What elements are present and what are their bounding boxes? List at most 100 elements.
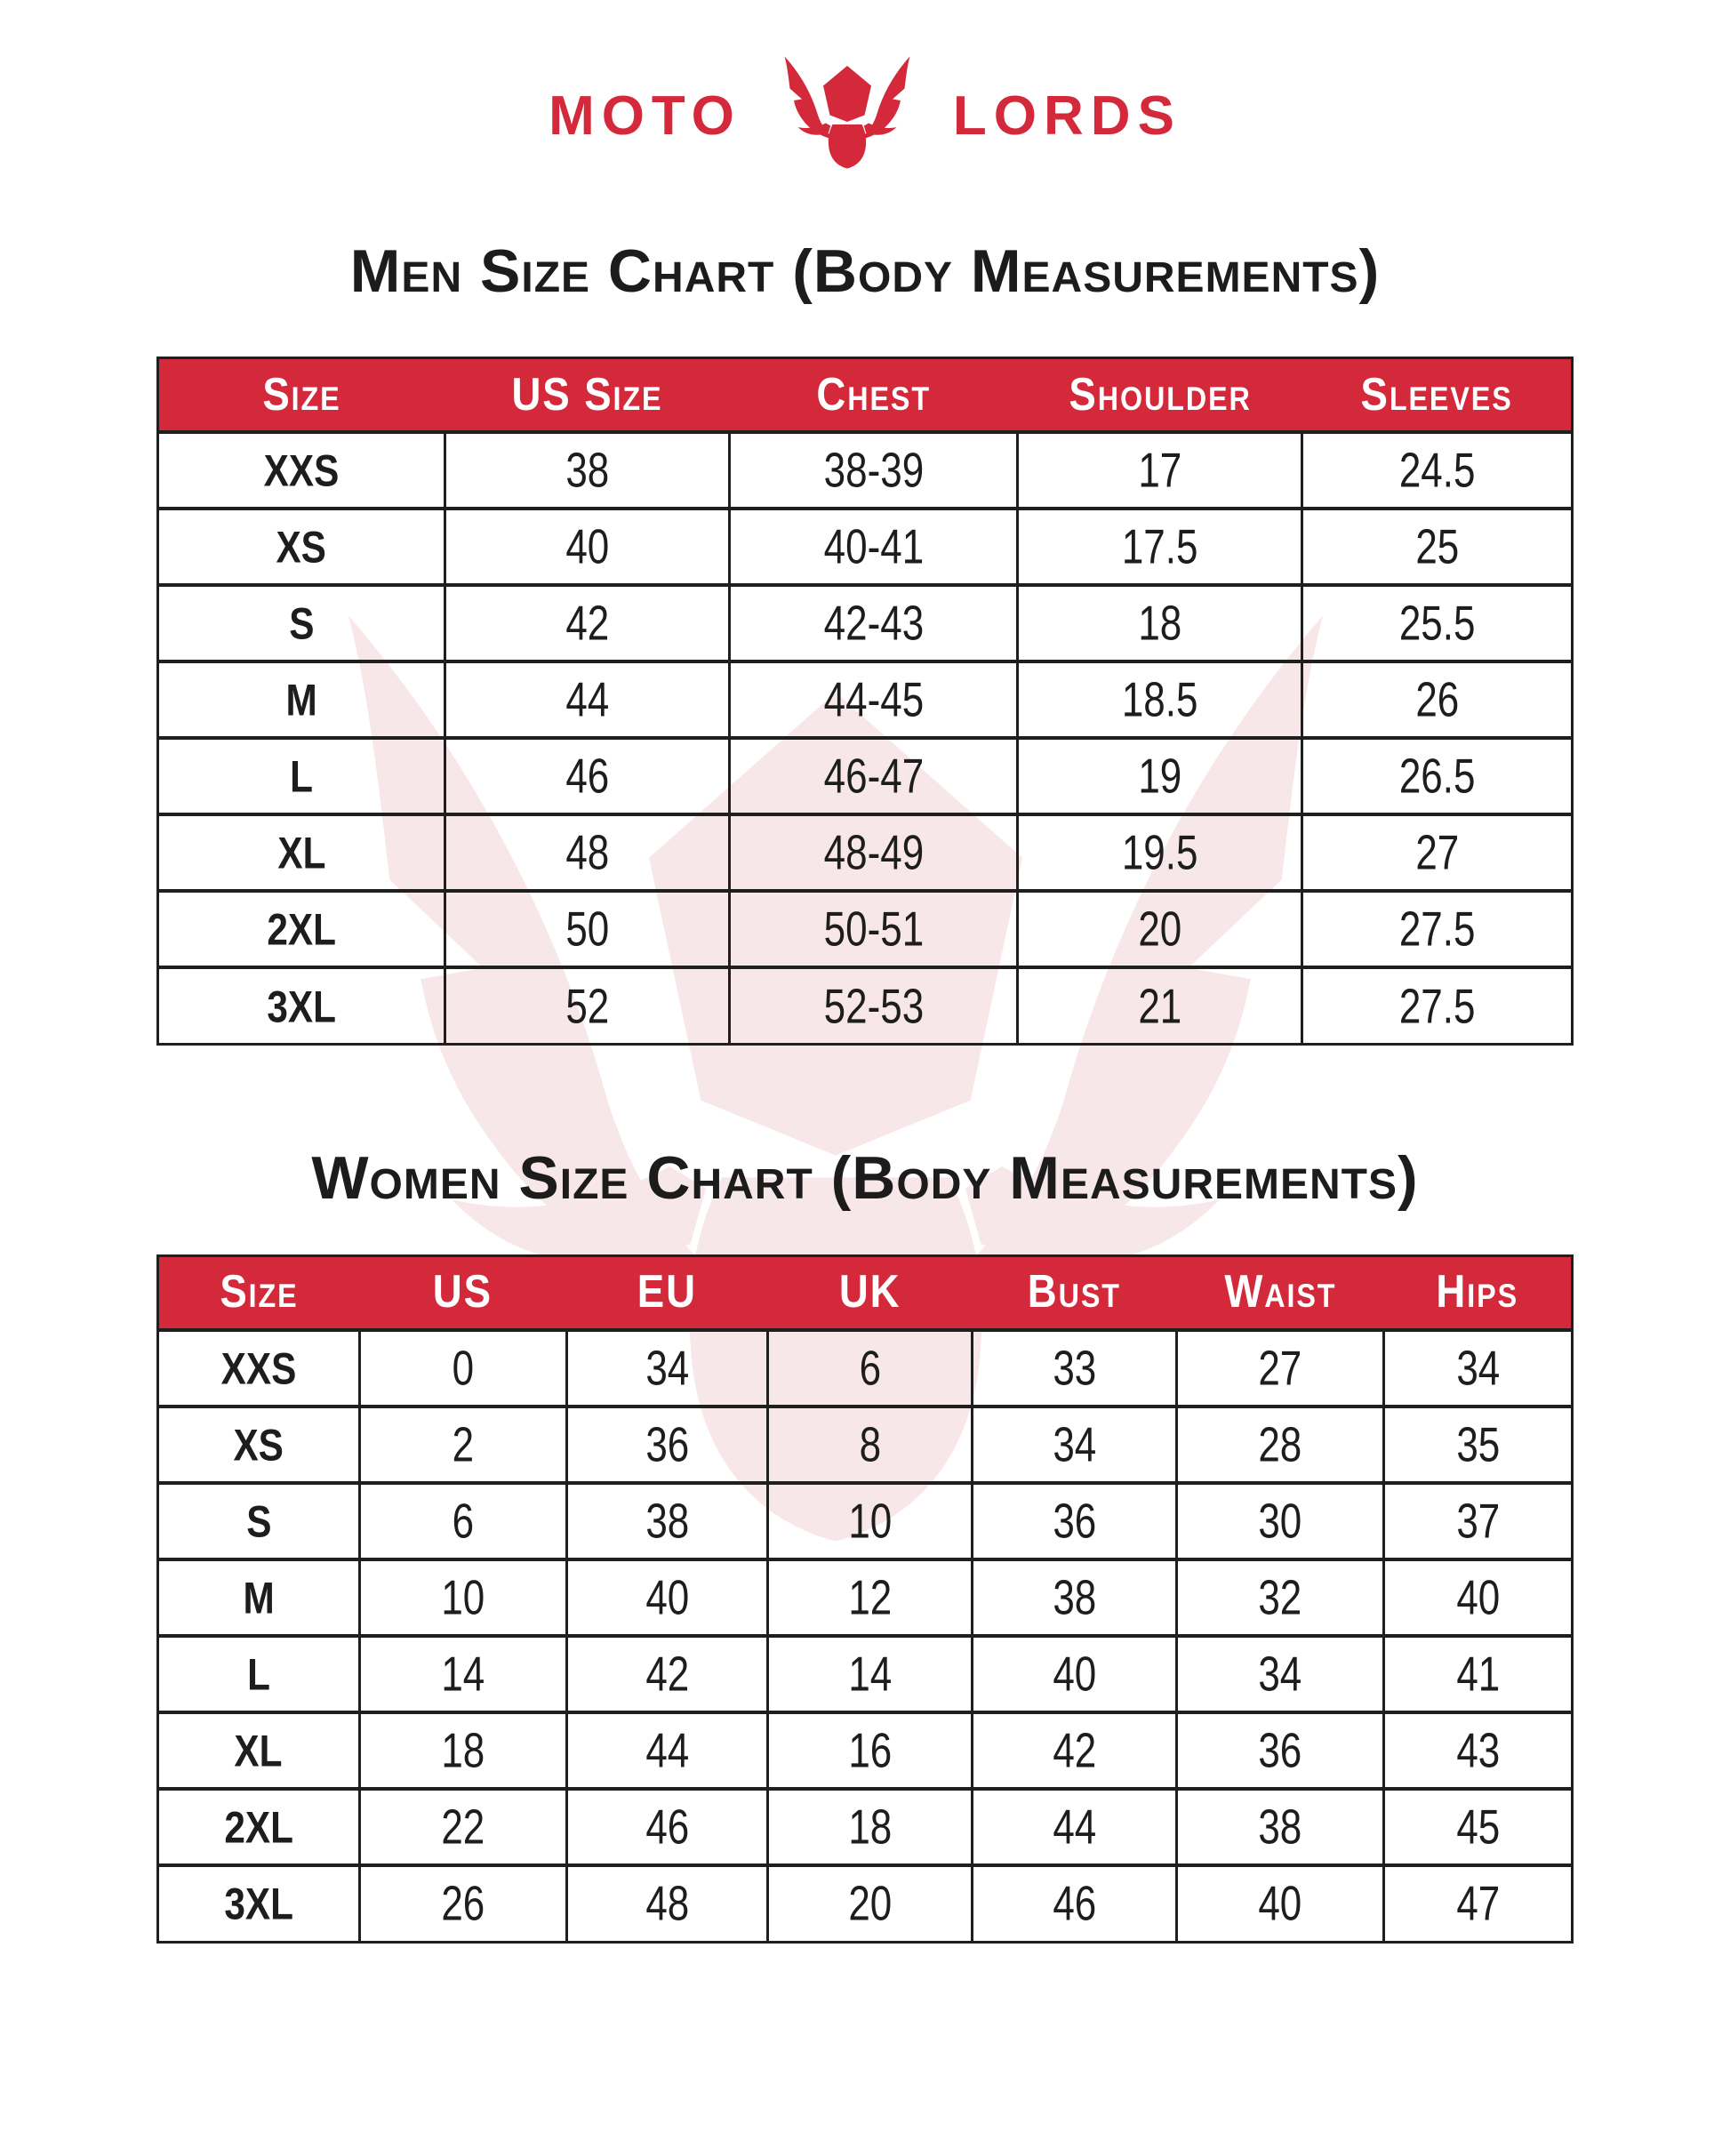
us-cell: 22 bbox=[357, 1787, 567, 1866]
column-header: US Size bbox=[445, 357, 730, 435]
table-row: M 44 44-45 18.5 26 bbox=[157, 660, 1573, 739]
sleeves-cell: 27.5 bbox=[1301, 966, 1573, 1045]
size-cell: XL bbox=[157, 1711, 360, 1790]
bust-cell: 44 bbox=[971, 1787, 1177, 1866]
uk-cell: 12 bbox=[766, 1558, 973, 1637]
us-size-cell: 46 bbox=[443, 736, 730, 815]
women-table-body: XXS 0 34 6 33 27 34 XS 2 36 8 34 bbox=[157, 1328, 1573, 1943]
sleeves-cell: 25 bbox=[1301, 507, 1573, 586]
table-row: S 42 42-43 18 25.5 bbox=[157, 583, 1573, 662]
shoulder-cell: 21 bbox=[1016, 966, 1302, 1045]
size-cell: 3XL bbox=[157, 1863, 360, 1943]
bust-cell: 33 bbox=[971, 1328, 1177, 1407]
size-cell: XS bbox=[157, 1405, 360, 1484]
us-size-cell: 50 bbox=[443, 889, 730, 968]
sleeves-cell: 27 bbox=[1301, 813, 1573, 892]
us-size-cell: 48 bbox=[443, 813, 730, 892]
size-cell: L bbox=[157, 736, 445, 815]
us-cell: 26 bbox=[357, 1863, 567, 1943]
waist-cell: 28 bbox=[1175, 1405, 1384, 1484]
hips-cell: 43 bbox=[1382, 1711, 1573, 1790]
chest-cell: 38-39 bbox=[727, 430, 1018, 509]
column-header: Sleeves bbox=[1302, 357, 1573, 435]
hips-cell: 37 bbox=[1382, 1481, 1573, 1560]
waist-cell: 40 bbox=[1175, 1863, 1384, 1943]
column-header: Bust bbox=[972, 1255, 1177, 1333]
size-cell: XL bbox=[157, 813, 445, 892]
eu-cell: 38 bbox=[565, 1481, 768, 1560]
uk-cell: 20 bbox=[766, 1863, 973, 1943]
table-row: 3XL 52 52-53 21 27.5 bbox=[157, 966, 1573, 1045]
eu-cell: 40 bbox=[565, 1558, 768, 1637]
women-size-chart-title: Women Size Chart (Body Measurements) bbox=[311, 1143, 1419, 1212]
us-cell: 18 bbox=[357, 1711, 567, 1790]
table-row: XS 40 40-41 17.5 25 bbox=[157, 507, 1573, 586]
women-header-row: Size US EU UK Bust Waist Hips bbox=[157, 1255, 1573, 1333]
us-cell: 10 bbox=[357, 1558, 567, 1637]
chest-cell: 42-43 bbox=[727, 583, 1018, 662]
uk-cell: 16 bbox=[766, 1711, 973, 1790]
table-row: 3XL 26 48 20 46 40 47 bbox=[157, 1863, 1573, 1943]
table-row: XXS 38 38-39 17 24.5 bbox=[157, 430, 1573, 509]
hips-cell: 47 bbox=[1382, 1863, 1573, 1943]
size-cell: 3XL bbox=[157, 966, 445, 1045]
men-size-chart-section: Men Size Chart (Body Measurements) Size … bbox=[0, 238, 1730, 1046]
table-row: S 6 38 10 36 30 37 bbox=[157, 1481, 1573, 1560]
chest-cell: 40-41 bbox=[727, 507, 1018, 586]
sleeves-cell: 24.5 bbox=[1301, 430, 1573, 509]
table-row: L 46 46-47 19 26.5 bbox=[157, 736, 1573, 815]
size-cell: M bbox=[157, 660, 445, 739]
chest-cell: 46-47 bbox=[727, 736, 1018, 815]
column-header: US bbox=[359, 1255, 567, 1333]
us-cell: 2 bbox=[357, 1405, 567, 1484]
bull-head-icon bbox=[784, 56, 910, 169]
uk-cell: 8 bbox=[766, 1405, 973, 1484]
waist-cell: 32 bbox=[1175, 1558, 1384, 1637]
men-size-chart-title: Men Size Chart (Body Measurements) bbox=[349, 237, 1381, 305]
shoulder-cell: 18.5 bbox=[1016, 660, 1302, 739]
size-cell: L bbox=[157, 1634, 360, 1713]
table-row: XXS 0 34 6 33 27 34 bbox=[157, 1328, 1573, 1407]
size-cell: S bbox=[157, 1481, 360, 1560]
us-size-cell: 42 bbox=[443, 583, 730, 662]
us-cell: 6 bbox=[357, 1481, 567, 1560]
hips-cell: 35 bbox=[1382, 1405, 1573, 1484]
shoulder-cell: 18 bbox=[1016, 583, 1302, 662]
bust-cell: 46 bbox=[971, 1863, 1177, 1943]
table-row: XL 48 48-49 19.5 27 bbox=[157, 813, 1573, 892]
us-cell: 0 bbox=[357, 1328, 567, 1407]
column-header: Size bbox=[157, 1255, 360, 1333]
shoulder-cell: 19 bbox=[1016, 736, 1302, 815]
women-size-chart-section: Women Size Chart (Body Measurements) Siz… bbox=[0, 1143, 1730, 1944]
column-header: UK bbox=[767, 1255, 973, 1333]
table-row: M 10 40 12 38 32 40 bbox=[157, 1558, 1573, 1637]
sleeves-cell: 26 bbox=[1301, 660, 1573, 739]
us-cell: 14 bbox=[357, 1634, 567, 1713]
table-row: 2XL 22 46 18 44 38 45 bbox=[157, 1787, 1573, 1866]
size-cell: XXS bbox=[157, 430, 445, 509]
sleeves-cell: 27.5 bbox=[1301, 889, 1573, 968]
uk-cell: 14 bbox=[766, 1634, 973, 1713]
table-row: 2XL 50 50-51 20 27.5 bbox=[157, 889, 1573, 968]
table-row: XL 18 44 16 42 36 43 bbox=[157, 1711, 1573, 1790]
eu-cell: 44 bbox=[565, 1711, 768, 1790]
men-table-body: XXS 38 38-39 17 24.5 XS 40 40-41 17.5 25 bbox=[157, 430, 1573, 1045]
uk-cell: 10 bbox=[766, 1481, 973, 1560]
brand-name-lords: LORDS bbox=[952, 85, 1181, 147]
hips-cell: 45 bbox=[1382, 1787, 1573, 1866]
size-cell: 2XL bbox=[157, 889, 445, 968]
size-cell: XS bbox=[157, 507, 445, 586]
sleeves-cell: 25.5 bbox=[1301, 583, 1573, 662]
men-header-row: Size US Size Chest Shoulder Sleeves bbox=[157, 357, 1573, 435]
hips-cell: 41 bbox=[1382, 1634, 1573, 1713]
us-size-cell: 52 bbox=[443, 966, 730, 1045]
column-header: Waist bbox=[1176, 1255, 1384, 1333]
bust-cell: 36 bbox=[971, 1481, 1177, 1560]
chest-cell: 48-49 bbox=[727, 813, 1018, 892]
uk-cell: 18 bbox=[766, 1787, 973, 1866]
column-header: EU bbox=[566, 1255, 768, 1333]
us-size-cell: 44 bbox=[443, 660, 730, 739]
bust-cell: 42 bbox=[971, 1711, 1177, 1790]
chest-cell: 52-53 bbox=[727, 966, 1018, 1045]
